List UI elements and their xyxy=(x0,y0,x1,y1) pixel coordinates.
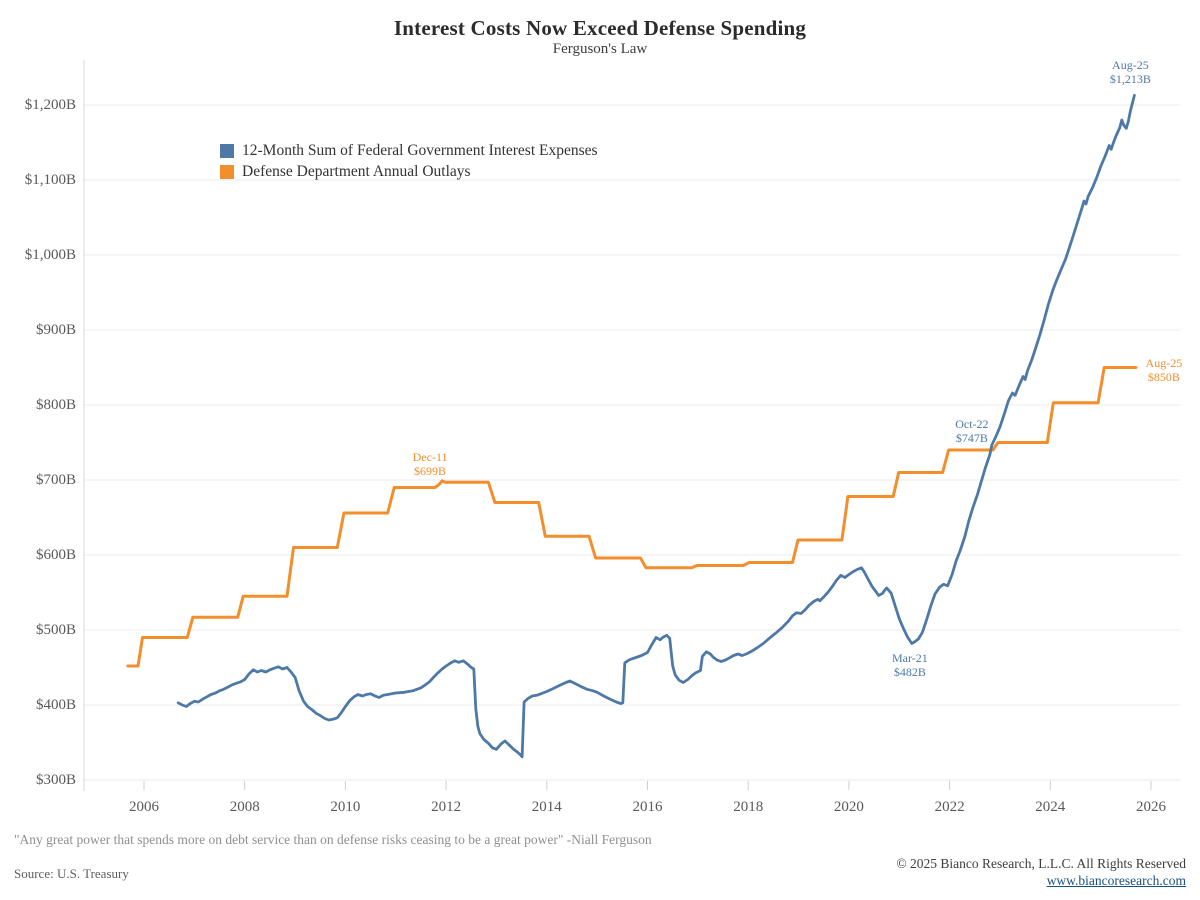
x-axis-tick-label: 2022 xyxy=(934,799,965,815)
x-axis-tick-label: 2026 xyxy=(1136,799,1166,815)
y-axis-tick-label: $700B xyxy=(35,472,76,488)
annotation-date: Dec-11 xyxy=(412,449,448,464)
data-point-annotation: Aug-25 $850B xyxy=(1146,356,1183,384)
legend-swatch-blue-icon xyxy=(220,144,234,158)
annotation-date: Aug-25 xyxy=(1112,58,1149,73)
legend-label: 12-Month Sum of Federal Government Inter… xyxy=(242,142,598,159)
data-point-annotation: Dec-11 $699B xyxy=(413,450,448,478)
data-point-annotation: Aug-25 $1,213B xyxy=(1110,58,1151,86)
series-line xyxy=(126,366,1138,668)
legend-swatch-orange-icon xyxy=(220,165,234,179)
annotation-value: $747B xyxy=(955,430,988,445)
y-axis-tick-label: $1,200B xyxy=(24,97,76,113)
y-axis-tick-label: $1,000B xyxy=(24,247,76,263)
copyright-block: © 2025 Bianco Research, L.L.C. All Right… xyxy=(896,855,1186,889)
data-point-annotation: Oct-22 $747B xyxy=(955,417,988,445)
legend-label: Defense Department Annual Outlays xyxy=(242,163,471,180)
data-point-annotation: Mar-21 $482B xyxy=(892,651,928,679)
x-axis-tick-label: 2010 xyxy=(330,799,361,815)
page-title: Interest Costs Now Exceed Defense Spendi… xyxy=(393,16,807,40)
x-axis-tick-label: 2014 xyxy=(531,799,562,815)
annotation-value: $1,213B xyxy=(1109,72,1151,87)
y-axis-tick-label: $600B xyxy=(35,547,76,563)
x-axis-tick-label: 2024 xyxy=(1035,799,1066,815)
annotation-value: $482B xyxy=(893,664,926,679)
website-link[interactable]: www.biancoresearch.com xyxy=(1046,873,1186,888)
annotation-date: Oct-22 xyxy=(955,416,989,431)
ferguson-quote: "Any great power that spends more on deb… xyxy=(14,832,652,847)
annotation-value: $699B xyxy=(414,463,447,478)
annotation-date: Aug-25 xyxy=(1145,355,1183,370)
legend-item-defense: Defense Department Annual Outlays xyxy=(220,162,598,182)
x-axis-tick-label: 2020 xyxy=(833,799,864,815)
annotation-date: Mar-21 xyxy=(891,650,928,665)
x-axis-tick-label: 2018 xyxy=(733,799,764,815)
annotation-value: $850B xyxy=(1147,369,1180,384)
y-axis-tick-label: $400B xyxy=(35,697,76,713)
y-axis-tick-label: $1,100B xyxy=(24,172,76,188)
x-axis-tick-label: 2012 xyxy=(431,799,462,815)
chart-legend: 12-Month Sum of Federal Government Inter… xyxy=(220,141,598,183)
y-axis-tick-label: $900B xyxy=(35,322,76,338)
legend-item-interest: 12-Month Sum of Federal Government Inter… xyxy=(220,141,598,161)
series-line xyxy=(176,93,1136,759)
source-note: Source: U.S. Treasury xyxy=(14,866,129,881)
y-axis-tick-label: $800B xyxy=(35,397,76,413)
copyright-text: © 2025 Bianco Research, L.L.C. All Right… xyxy=(896,856,1186,871)
y-axis-tick-label: $300B xyxy=(35,772,76,788)
y-axis-tick-label: $500B xyxy=(35,622,76,638)
page-subtitle: Ferguson's Law xyxy=(552,41,648,57)
x-axis-tick-label: 2008 xyxy=(229,799,260,815)
x-axis-tick-label: 2016 xyxy=(632,799,663,815)
x-axis-tick-label: 2006 xyxy=(129,799,159,815)
